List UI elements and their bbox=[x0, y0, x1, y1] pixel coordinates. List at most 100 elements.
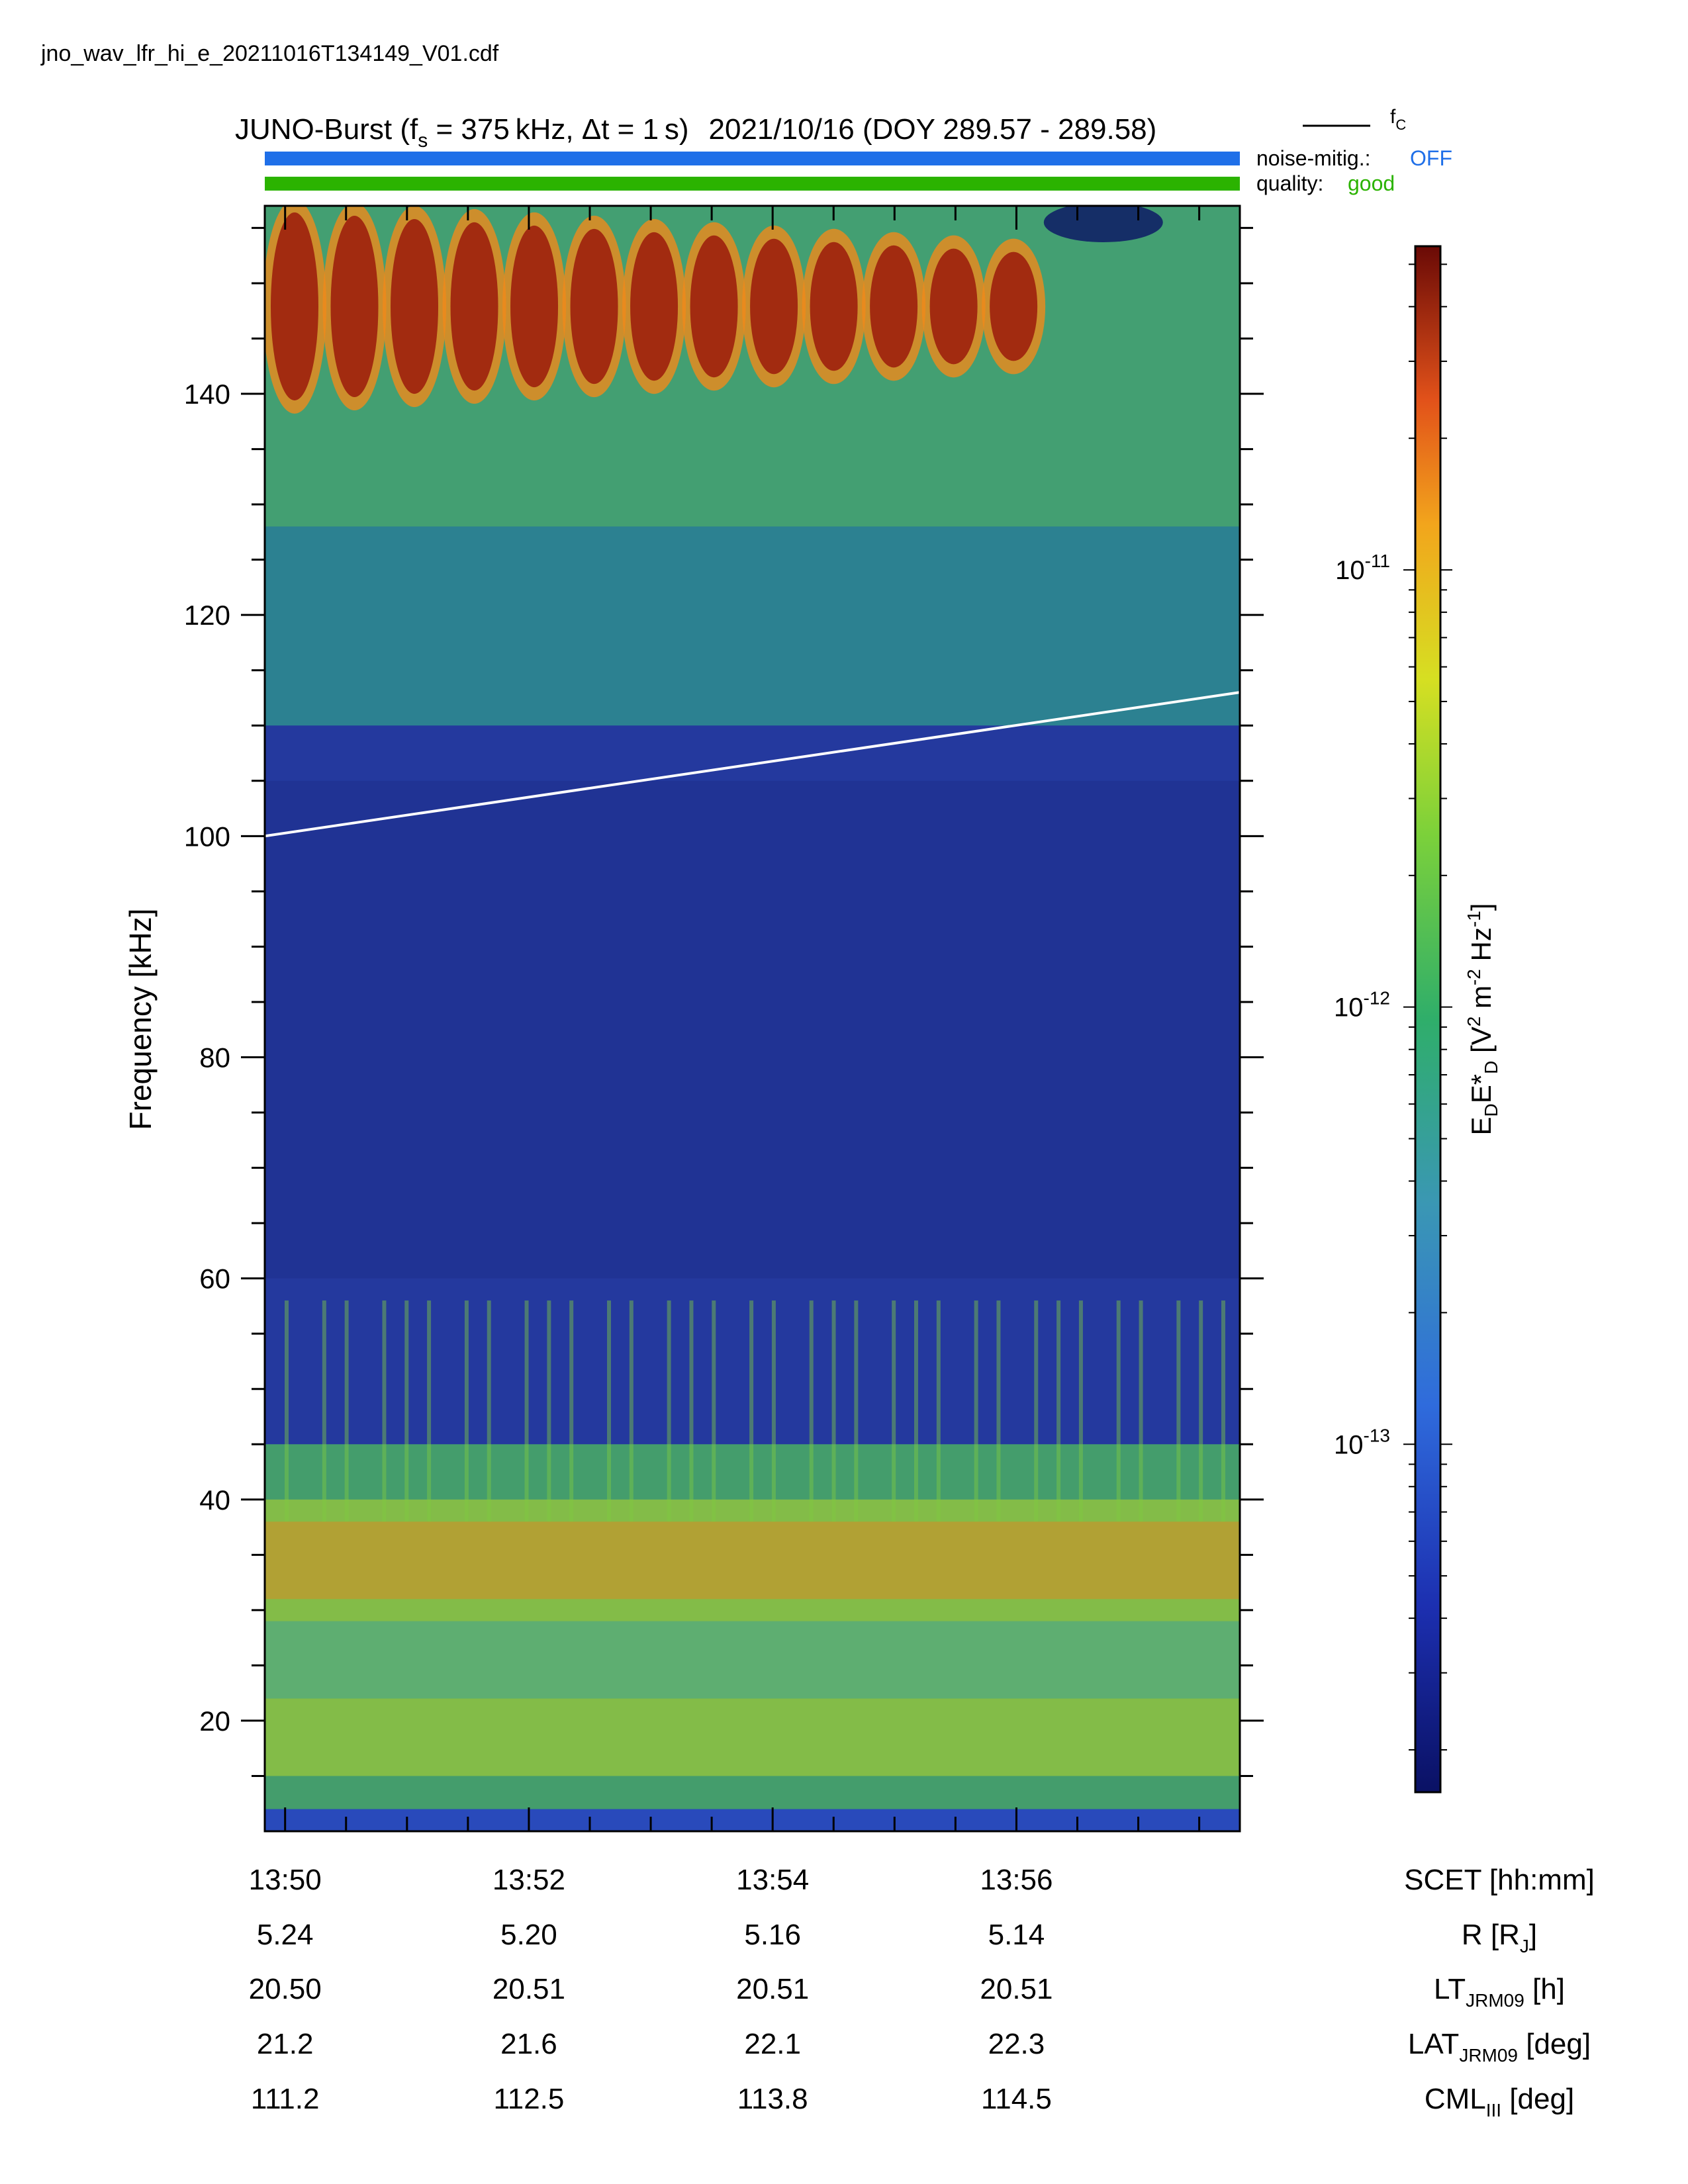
ephemeris-value: 20.51 bbox=[980, 1973, 1053, 2005]
ephemeris-value: 5.24 bbox=[257, 1919, 314, 1951]
y-tick-label: 80 bbox=[199, 1042, 230, 1073]
noise-mitigation-bar bbox=[265, 152, 1240, 165]
colorbar-tick-label: 10-11 bbox=[1335, 551, 1390, 585]
lower-band-streak bbox=[427, 1300, 432, 1522]
title-fs-sub: s bbox=[418, 130, 428, 152]
upper-band-core bbox=[929, 248, 978, 365]
bottom-strip bbox=[265, 1809, 1240, 1831]
lower-band-streak bbox=[667, 1300, 671, 1522]
upper-band-core bbox=[990, 251, 1038, 361]
lower-band-streak bbox=[831, 1300, 836, 1522]
title-prefix: JUNO-Burst (f bbox=[235, 113, 418, 146]
lower-band-streak bbox=[974, 1300, 978, 1522]
colorbar-label: EDE*D [V2 m-2 Hz-1] bbox=[1464, 903, 1501, 1136]
ephemeris-row-label: R [RJ] bbox=[1462, 1919, 1537, 1956]
lower-band-streak bbox=[607, 1300, 611, 1522]
ephemeris-value: 20.51 bbox=[736, 1973, 809, 2005]
ephemeris-value: 112.5 bbox=[494, 2083, 565, 2115]
lower-band-streak bbox=[547, 1300, 551, 1522]
ephemeris-value: 20.50 bbox=[249, 1973, 322, 2005]
ephemeris-value: 114.5 bbox=[981, 2083, 1052, 2115]
lower-band-streak bbox=[996, 1300, 1001, 1522]
lower-band-streak bbox=[344, 1300, 349, 1522]
fc-line bbox=[265, 691, 1240, 838]
upper-band-core bbox=[570, 228, 618, 385]
ephemeris-row-label: LATJRM09 [deg] bbox=[1408, 2028, 1591, 2066]
lower-band-streak bbox=[712, 1300, 716, 1522]
upper-band-core bbox=[750, 238, 798, 375]
ephemeris-value: 13:56 bbox=[980, 1864, 1053, 1896]
upper-band-core bbox=[690, 235, 738, 378]
fc-legend-label: fC bbox=[1390, 106, 1406, 133]
lower-band-streak bbox=[404, 1300, 409, 1522]
lower-band-orange bbox=[265, 1522, 1240, 1600]
lower-band-streak bbox=[1078, 1300, 1083, 1522]
lower-band-streak bbox=[524, 1300, 529, 1522]
quality-bar bbox=[265, 177, 1240, 191]
lower-band-streak bbox=[629, 1300, 633, 1522]
y-tick-label: 100 bbox=[184, 821, 230, 852]
y-axis: 20 40 60 80 100 120 140 bbox=[184, 226, 1264, 1777]
ephemeris-value: 5.20 bbox=[500, 1919, 557, 1951]
upper-band-core bbox=[510, 225, 559, 388]
lower-band-streak bbox=[1034, 1300, 1039, 1522]
lower-band-streak bbox=[322, 1300, 326, 1522]
lower-band-gap bbox=[265, 1621, 1240, 1699]
upper-band-core bbox=[810, 242, 858, 371]
quality-label: quality: bbox=[1256, 171, 1323, 195]
lower-band-streak bbox=[1199, 1300, 1203, 1522]
ephemeris-value: 20.51 bbox=[492, 1973, 565, 2005]
upper-band-core bbox=[330, 215, 379, 398]
colorbar-axis: 10-11 10-12 10-13 bbox=[1334, 263, 1452, 1751]
ephemeris-table: 13:50 13:52 13:54 13:56 SCET [hh:mm] 5.24 5.20… bbox=[249, 1864, 1595, 2120]
ephemeris-value: 113.8 bbox=[737, 2083, 808, 2115]
colorbar-tick-label: 10-13 bbox=[1334, 1425, 1390, 1459]
ephemeris-value: 5.14 bbox=[988, 1919, 1045, 1951]
lower-band-streak bbox=[487, 1300, 491, 1522]
lower-band-streak bbox=[1139, 1300, 1143, 1522]
lower-band-streak bbox=[771, 1300, 776, 1522]
upper-band-core bbox=[870, 245, 918, 368]
upper-band-core bbox=[630, 232, 679, 381]
file-name: jno_wav_lfr_hi_e_20211016T134149_V01.cdf bbox=[40, 41, 499, 66]
ephemeris-row-label: LTJRM09 [h] bbox=[1434, 1973, 1565, 2011]
ephemeris-value: 22.3 bbox=[988, 2028, 1045, 2060]
y-tick-label: 140 bbox=[184, 379, 230, 410]
lower-band-streak bbox=[569, 1300, 574, 1522]
y-tick-label: 120 bbox=[184, 600, 230, 631]
lower-band-streak bbox=[689, 1300, 694, 1522]
ephemeris-value: 13:50 bbox=[249, 1864, 322, 1896]
lower-band-streak bbox=[914, 1300, 918, 1522]
colorbar-tick-label: 10-12 bbox=[1334, 988, 1390, 1023]
ephemeris-row-label: CMLIII [deg] bbox=[1425, 2083, 1574, 2120]
title-date: 2021/10/16 (DOY 289.57 - 289.58) bbox=[709, 113, 1157, 146]
noise-mitigation-label: noise-mitig.: bbox=[1256, 146, 1371, 170]
title-fs-value: = 375 kHz, Δt = 1 s) bbox=[428, 113, 688, 146]
upper-dark-spot bbox=[1043, 206, 1163, 242]
colorbar bbox=[1414, 245, 1442, 1794]
lower-band-streak bbox=[936, 1300, 941, 1522]
lower-band-streak bbox=[809, 1300, 814, 1522]
lower-band-streak bbox=[464, 1300, 469, 1522]
lower-band-streak bbox=[854, 1300, 859, 1522]
lower-band-streak bbox=[892, 1300, 896, 1522]
lower-band-streak bbox=[1176, 1300, 1181, 1522]
upper-band-core bbox=[450, 222, 498, 391]
y-tick-label: 40 bbox=[199, 1484, 230, 1516]
lower-band-streak bbox=[1221, 1300, 1225, 1522]
lower-band-streak bbox=[749, 1300, 754, 1522]
y-tick-label: 20 bbox=[199, 1706, 230, 1737]
ephemeris-row-label: SCET [hh:mm] bbox=[1404, 1864, 1595, 1896]
ephemeris-value: 22.1 bbox=[744, 2028, 801, 2060]
spectrogram-plot bbox=[265, 206, 1240, 1831]
y-tick-label: 60 bbox=[199, 1263, 230, 1295]
ephemeris-value: 5.16 bbox=[744, 1919, 801, 1951]
ephemeris-value: 21.6 bbox=[500, 2028, 557, 2060]
y-axis-label: Frequency [kHz] bbox=[123, 909, 158, 1130]
ephemeris-value: 111.2 bbox=[251, 2083, 320, 2115]
ephemeris-value: 13:52 bbox=[492, 1864, 565, 1896]
lower-band-streak bbox=[1116, 1300, 1121, 1522]
x-axis bbox=[284, 206, 1201, 1831]
quality-value: good bbox=[1348, 171, 1395, 195]
